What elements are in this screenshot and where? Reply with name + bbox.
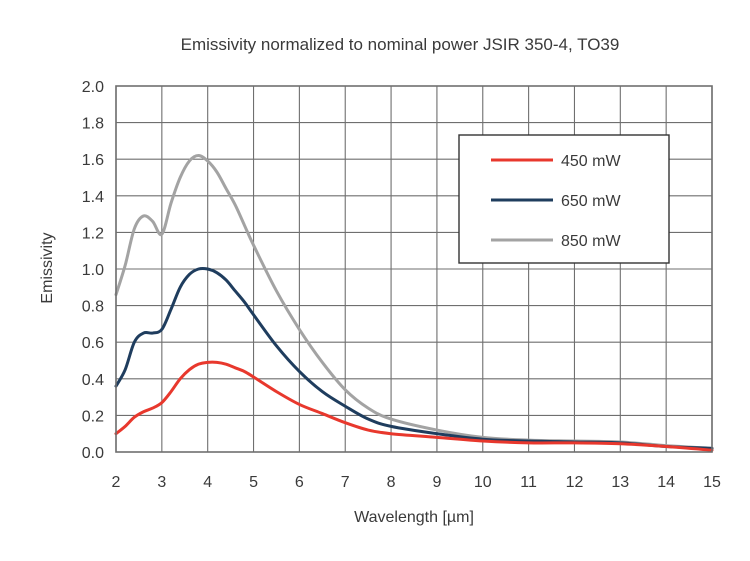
x-tick-label: 8 [387,474,396,491]
legend-label-450-mw: 450 mW [561,153,621,170]
x-tick-label: 13 [611,474,629,491]
y-tick-label: 1.8 [82,116,104,133]
y-tick-label: 1.4 [82,189,104,206]
y-tick-label: 0.8 [82,299,104,316]
y-tick-label: 0.0 [82,445,104,462]
series-lines [114,154,714,452]
x-tick-label: 5 [249,474,258,491]
y-tick-label: 1.2 [82,225,104,242]
y-tick-label: 0.2 [82,408,104,425]
y-tick-label: 0.4 [82,372,104,389]
series-line-650-mw [114,266,714,450]
series-line-450-mw [114,360,714,452]
x-axis-label: Wavelength [µm] [354,509,474,526]
y-tick-label: 2.0 [82,79,104,96]
y-tick-label: 1.0 [82,262,104,279]
legend-label-650-mw: 650 mW [561,193,621,210]
x-tick-label: 6 [295,474,304,491]
x-tick-label: 9 [432,474,441,491]
tick-labels: 2 3 4 5 6 7 8 9 10 11 12 13 14 15 0.0 0.2 0.4 0.6 0.8 1.0 1.… [82,79,721,491]
x-tick-label: 4 [203,474,212,491]
y-tick-label: 1.6 [82,152,104,169]
y-axis-label: Emissivity [39,232,56,303]
x-tick-label: 15 [703,474,721,491]
plot-area-frame [115,85,713,453]
x-tick-label: 10 [474,474,492,491]
x-tick-label: 3 [157,474,166,491]
legend: 450 mW 650 mW 850 mW [458,134,670,264]
x-tick-label: 7 [341,474,350,491]
x-tick-label: 12 [566,474,584,491]
chart-title: Emissivity normalized to nominal power J… [181,35,620,54]
legend-label-850-mw: 850 mW [561,233,621,250]
x-tick-label: 11 [520,474,537,491]
x-tick-label: 2 [112,474,121,491]
y-tick-label: 0.6 [82,335,104,352]
x-tick-label: 14 [657,474,675,491]
